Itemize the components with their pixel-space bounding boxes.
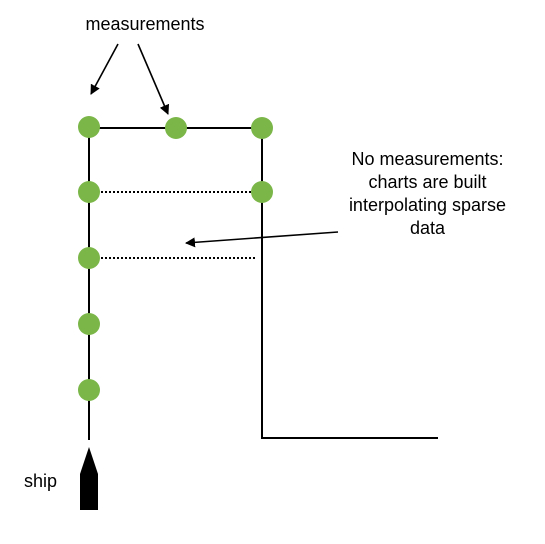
measurement-dot — [78, 181, 100, 203]
note-line-1: No measurements: — [351, 149, 504, 169]
measurement-dot — [78, 313, 100, 335]
measurements-label: measurements — [85, 14, 205, 34]
note-line-2: charts are built — [368, 172, 487, 192]
no-measurements-note: No measurements: charts are built interp… — [330, 148, 525, 240]
ship-label: ship — [24, 471, 58, 491]
measurement-dot — [251, 117, 273, 139]
measurement-dot — [78, 379, 100, 401]
measurement-dot — [165, 117, 187, 139]
no-measurements-arrow — [185, 231, 339, 248]
measurement-dots — [78, 116, 273, 401]
measurement-dot — [78, 116, 100, 138]
measurements-arrow-right — [137, 43, 170, 115]
note-line-3: interpolating sparse — [348, 195, 507, 215]
note-line-4: data — [409, 218, 446, 238]
measurement-dot — [78, 247, 100, 269]
ship-icon — [80, 447, 98, 510]
measurements-arrow-left — [90, 43, 119, 95]
measurement-dot — [251, 181, 273, 203]
